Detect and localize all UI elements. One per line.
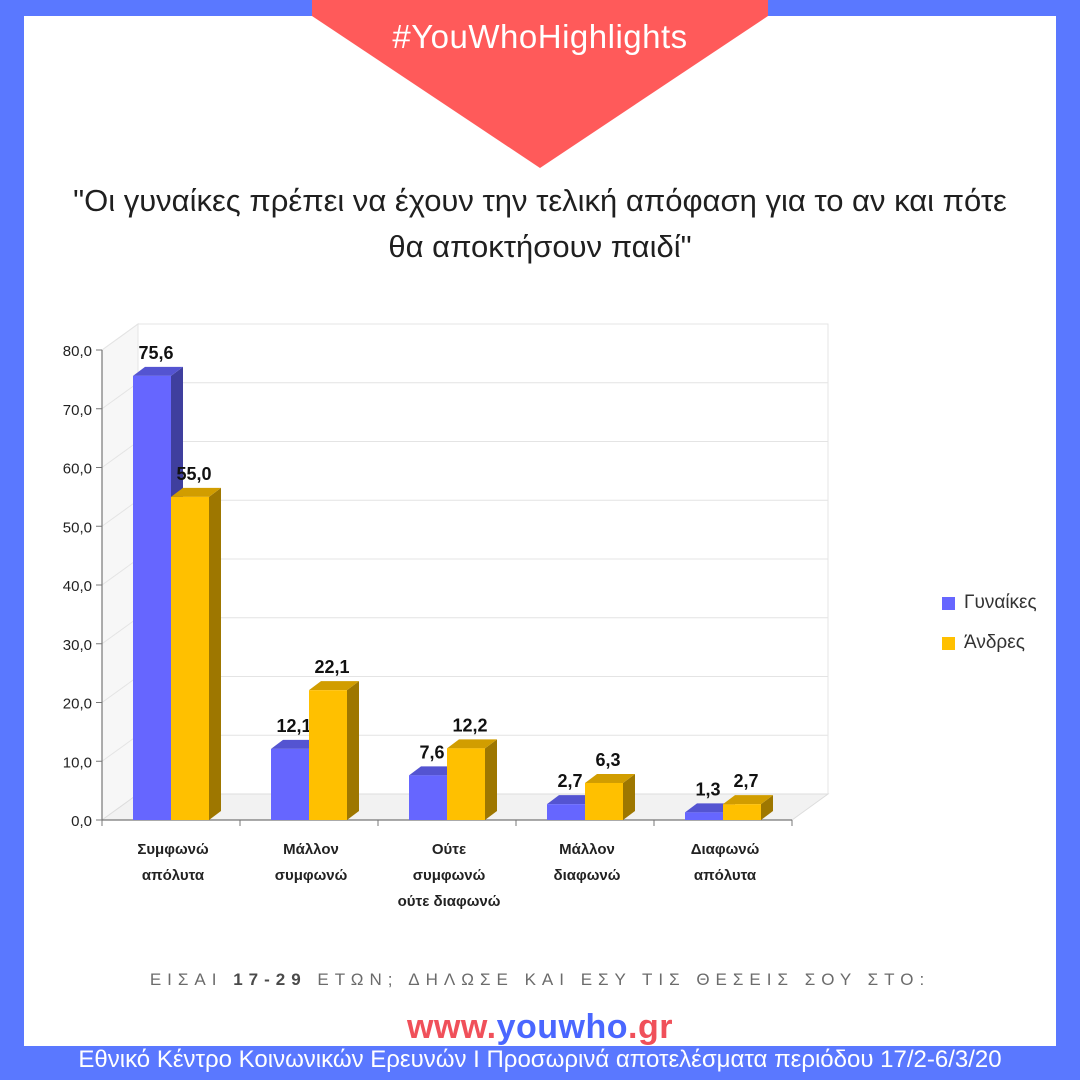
bar-men-3-side (623, 773, 635, 820)
website-link[interactable]: www.youwho.gr (0, 1008, 1080, 1047)
cta-text-start: ΕΙΣΑΙ (149, 970, 234, 989)
x-category-label: απόλυτα (694, 867, 757, 884)
x-category-label: απόλυτα (142, 867, 205, 884)
chart-question-title: "Οι γυναίκες πρέπει να έχουν την τελική … (73, 183, 1007, 264)
x-category-label: Διαφωνώ (691, 841, 760, 858)
bar-men-1 (309, 690, 347, 820)
x-category-label: Ούτε (432, 841, 466, 858)
x-category-label: ούτε διαφωνώ (398, 893, 501, 910)
x-category-label: Μάλλον (283, 841, 339, 858)
y-tick-label: 20,0 (63, 696, 92, 713)
bar-men-2-top (447, 739, 497, 749)
bar-men-0-top (171, 487, 221, 497)
bar-men-4-top (723, 795, 773, 805)
y-tick-label: 40,0 (63, 578, 92, 595)
bar-women-1-label: 12,1 (276, 716, 311, 736)
bar-men-1-label: 22,1 (314, 657, 349, 677)
y-tick-label: 30,0 (63, 637, 92, 654)
legend-swatch-men (942, 637, 955, 650)
gridline (101, 323, 828, 351)
x-category-label: Μάλλον (559, 841, 615, 858)
bar-women-1-top (271, 739, 321, 749)
bar-men-3-top (585, 773, 635, 783)
site-prefix: www. (407, 1008, 497, 1046)
x-category-label: Συμφωνώ (137, 841, 209, 858)
bar-men-3-label: 6,3 (595, 750, 620, 770)
bar-men-2-label: 12,2 (452, 715, 487, 735)
y-tick-label: 0,0 (71, 813, 92, 830)
x-category-label: συμφωνώ (413, 867, 486, 884)
y-tick-label: 60,0 (63, 461, 92, 478)
legend-label-women: Γυναίκες (964, 592, 1037, 613)
cta-age-range: 17-29 (233, 970, 307, 989)
bar-men-1-top (309, 681, 359, 691)
y-tick-label: 70,0 (63, 402, 92, 419)
bar-men-3 (585, 782, 623, 820)
bar-women-3-top (547, 795, 597, 805)
bar-men-0-label: 55,0 (176, 464, 211, 484)
bar-women-2-top (409, 766, 459, 776)
bar-men-4 (723, 804, 761, 820)
y-tick-label: 10,0 (63, 754, 92, 771)
y-tick-label: 80,0 (63, 343, 92, 360)
bar-women-3-label: 2,7 (557, 771, 582, 791)
bar-men-2 (447, 748, 485, 820)
site-brand: youwho (496, 1008, 628, 1046)
bar-men-4-side (761, 795, 773, 820)
bar-women-2-label: 7,6 (419, 742, 444, 762)
legend-swatch-women (942, 597, 955, 610)
bar-men-1-side (347, 681, 359, 820)
cta-text-end: ΕΤΩΝ; ΔΗΛΩΣΕ ΚΑΙ ΕΣΥ ΤΙΣ ΘΕΣΕΙΣ ΣΟΥ ΣΤΟ: (306, 970, 931, 989)
source-footer: Εθνικό Κέντρο Κοινωνικών Ερευνών Ι Προσω… (78, 1046, 1002, 1073)
y-tick-label: 50,0 (63, 519, 92, 536)
bar-women-1 (271, 748, 309, 820)
bar-women-4-label: 1,3 (695, 779, 720, 799)
bar-women-4-top (685, 803, 735, 813)
bar-men-2-side (485, 739, 497, 820)
hashtag-banner (312, 0, 768, 168)
legend-label-men: Άνδρες (964, 632, 1025, 653)
bar-women-0-label: 75,6 (138, 343, 173, 363)
site-suffix: .gr (628, 1008, 673, 1046)
bar-chart: 0,0 10,0 20,0 30,0 40,0 50,0 60,0 70,0 80,0 75,6 5… (63, 323, 830, 910)
x-category-label: διαφωνώ (554, 867, 621, 884)
hashtag-label: #YouWhoHighlights (392, 18, 688, 55)
bar-women-4 (685, 812, 723, 820)
bar-men-0-side (209, 487, 221, 820)
bar-women-2 (409, 775, 447, 820)
bar-men-0 (171, 496, 209, 820)
bar-women-0-top (133, 366, 183, 376)
bar-men-4-label: 2,7 (733, 771, 758, 791)
call-to-action: ΕΙΣΑΙ 17-29 ΕΤΩΝ; ΔΗΛΩΣΕ ΚΑΙ ΕΣΥ ΤΙΣ ΘΕΣ… (0, 970, 1080, 990)
x-category-label: συμφωνώ (275, 867, 348, 884)
bar-women-3 (547, 804, 585, 820)
bar-women-0 (133, 375, 171, 820)
